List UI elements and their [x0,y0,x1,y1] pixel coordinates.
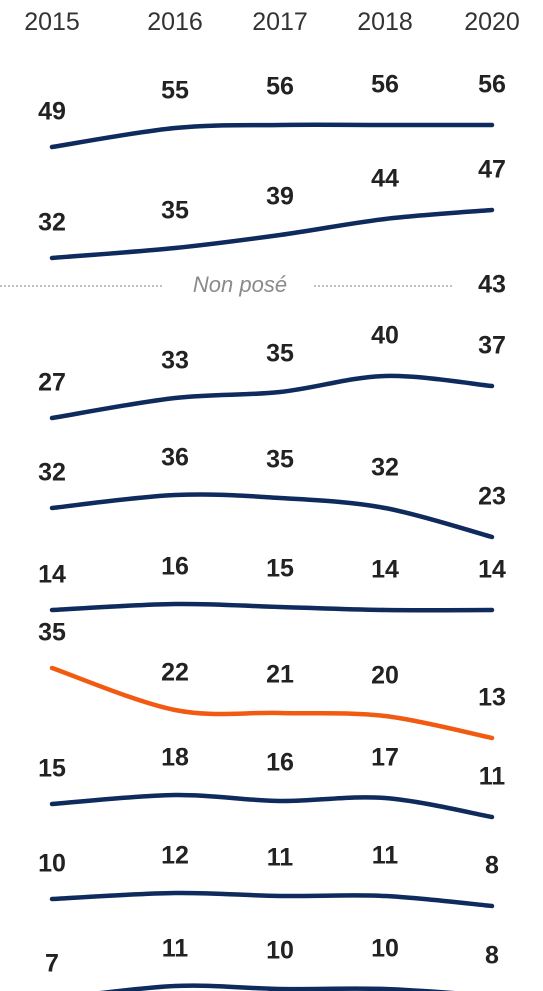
value-label: 40 [371,322,399,350]
series-line [49,792,495,820]
series-line [49,373,495,421]
series-line [49,601,495,613]
value-label: 35 [161,197,189,225]
series-line [49,492,495,540]
series-line [49,207,495,261]
value-label: 10 [266,937,294,965]
value-label: 27 [38,369,66,397]
series-row-8: 15 18 16 17 11 [38,744,506,820]
value-label: 35 [38,619,66,647]
value-label: 8 [485,942,499,970]
series-row-10: 7 11 10 10 8 [45,935,499,991]
value-label: 20 [371,662,399,690]
series-row-1: 49 55 56 56 56 [38,71,506,150]
series-row-2: 32 35 39 44 47 [38,156,506,261]
year-label-2015: 2015 [24,8,80,36]
value-label: 11 [267,844,294,872]
value-label: 56 [371,71,399,99]
not-asked-note: Non posé [193,272,287,297]
value-label: 35 [266,340,294,368]
value-label: 37 [478,332,506,360]
value-label: 11 [162,935,189,963]
series-row-6: 14 16 15 14 14 [38,553,506,613]
value-label: 21 [266,661,294,689]
value-label: 11 [479,763,506,791]
series-line [49,890,495,909]
series-line [49,122,495,150]
value-label: 44 [371,165,399,193]
value-label: 18 [161,744,189,772]
value-label: 35 [266,446,294,474]
value-label: 33 [161,347,189,375]
value-label: 32 [371,454,399,482]
value-label: 17 [371,744,399,772]
year-label-2017: 2017 [252,8,308,36]
value-label: 10 [371,935,399,963]
value-label: 56 [478,71,506,99]
value-label: 14 [478,556,506,584]
series-row-7: 35 22 21 20 13 [38,619,506,741]
value-label: 22 [161,659,189,687]
value-label: 49 [38,98,66,126]
series-row-9: 10 12 11 11 8 [38,842,499,909]
value-label: 23 [478,483,506,511]
year-label-2020: 2020 [464,8,520,36]
value-label: 16 [161,553,189,581]
value-label: 55 [161,77,189,105]
value-label: 8 [485,852,499,880]
value-label: 32 [38,209,66,237]
value-label: 32 [38,459,66,487]
value-label: 11 [372,842,399,870]
value-label: 12 [161,842,189,870]
series-line [98,983,456,991]
highlighted-series-line [49,665,495,741]
value-label: 36 [161,444,189,472]
value-label: 15 [38,755,66,783]
value-label: 16 [266,749,294,777]
series-row-4: 27 33 35 40 37 [38,322,506,421]
value-label: 47 [478,156,506,184]
year-label-2016: 2016 [147,8,203,36]
series-row-3: Non posé 43 [0,271,506,299]
value-label: 39 [266,183,294,211]
year-label-2018: 2018 [357,8,413,36]
value-label: 13 [478,684,506,712]
value-label: 7 [45,950,59,978]
series-row-5: 32 36 35 32 23 [38,444,506,540]
value-label: 10 [38,850,66,878]
value-label: 56 [266,73,294,101]
value-label: 14 [371,556,399,584]
value-label: 43 [478,271,506,299]
value-label: 15 [266,555,294,583]
value-label: 14 [38,561,66,589]
